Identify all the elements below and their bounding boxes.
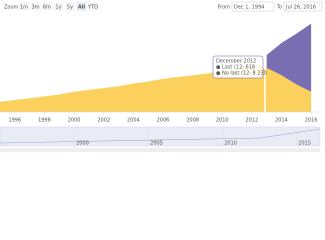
tooltip — [212, 55, 264, 79]
tooltip-line: ● Last (12: 618 — [216, 65, 255, 71]
from-label: From — [218, 5, 231, 11]
zoom-button[interactable] — [76, 2, 87, 11]
x-tick-label: 2012 — [245, 118, 258, 124]
zoom-button-label[interactable]: 1m — [20, 5, 28, 11]
area-series — [266, 23, 312, 92]
from-input[interactable] — [231, 1, 275, 12]
zoom-button-label[interactable]: 5y — [67, 5, 73, 11]
x-tick-label: 2002 — [97, 118, 110, 124]
x-tick-label: 2010 — [216, 118, 229, 124]
tooltip-line: ● No last (12: 8 230 — [216, 71, 267, 77]
to-label: To — [276, 5, 282, 11]
zoom-button[interactable] — [53, 2, 64, 11]
navigator-tick-label: 2010 — [224, 141, 237, 147]
from-value[interactable]: Dec 1, 1994 — [234, 5, 264, 11]
page: {"chart_data":{"type":"area","zoom_label… — [0, 1, 323, 152]
to-input[interactable] — [283, 1, 323, 12]
x-tick-label: 1996 — [8, 118, 21, 124]
to-value[interactable]: Jul 26, 2016 — [285, 5, 316, 11]
navigator-tick-label: 2015 — [298, 141, 311, 147]
zoom-button[interactable] — [19, 2, 29, 11]
zoom-button[interactable] — [88, 2, 98, 11]
zoom-button[interactable] — [30, 2, 41, 11]
zoom-button-label[interactable]: 6m — [43, 5, 51, 11]
zoom-button[interactable] — [65, 2, 75, 11]
x-tick-label: 2008 — [186, 118, 199, 124]
zoom-button-label[interactable]: 1y — [55, 5, 61, 11]
zoom-button-label[interactable]: YTD — [87, 5, 98, 11]
chart: Zoom 1m 3m 6m 1y 5y All YTD From Dec 1, 1994 To Jul… — [0, 1, 323, 152]
navigator-line — [0, 128, 321, 144]
x-tick-label: 2004 — [127, 118, 140, 124]
navigator-tick-label: 2005 — [150, 141, 163, 147]
zoom-button-label[interactable]: 3m — [31, 5, 39, 11]
x-tick-label: 2006 — [157, 118, 170, 124]
zoom-button-label[interactable]: All — [78, 5, 86, 11]
x-tick-label: 2014 — [275, 118, 288, 124]
tooltip-title: December 2012 — [216, 59, 256, 65]
navigator-tick-label: 2000 — [76, 141, 89, 147]
zoom-label: Zoom — [4, 5, 19, 11]
scrollbar[interactable] — [0, 148, 320, 152]
x-tick-label: 2016 — [305, 118, 318, 124]
x-tick-label: 1998 — [38, 118, 51, 124]
x-tick-label: 2000 — [68, 118, 81, 124]
zoom-button[interactable] — [42, 2, 52, 11]
